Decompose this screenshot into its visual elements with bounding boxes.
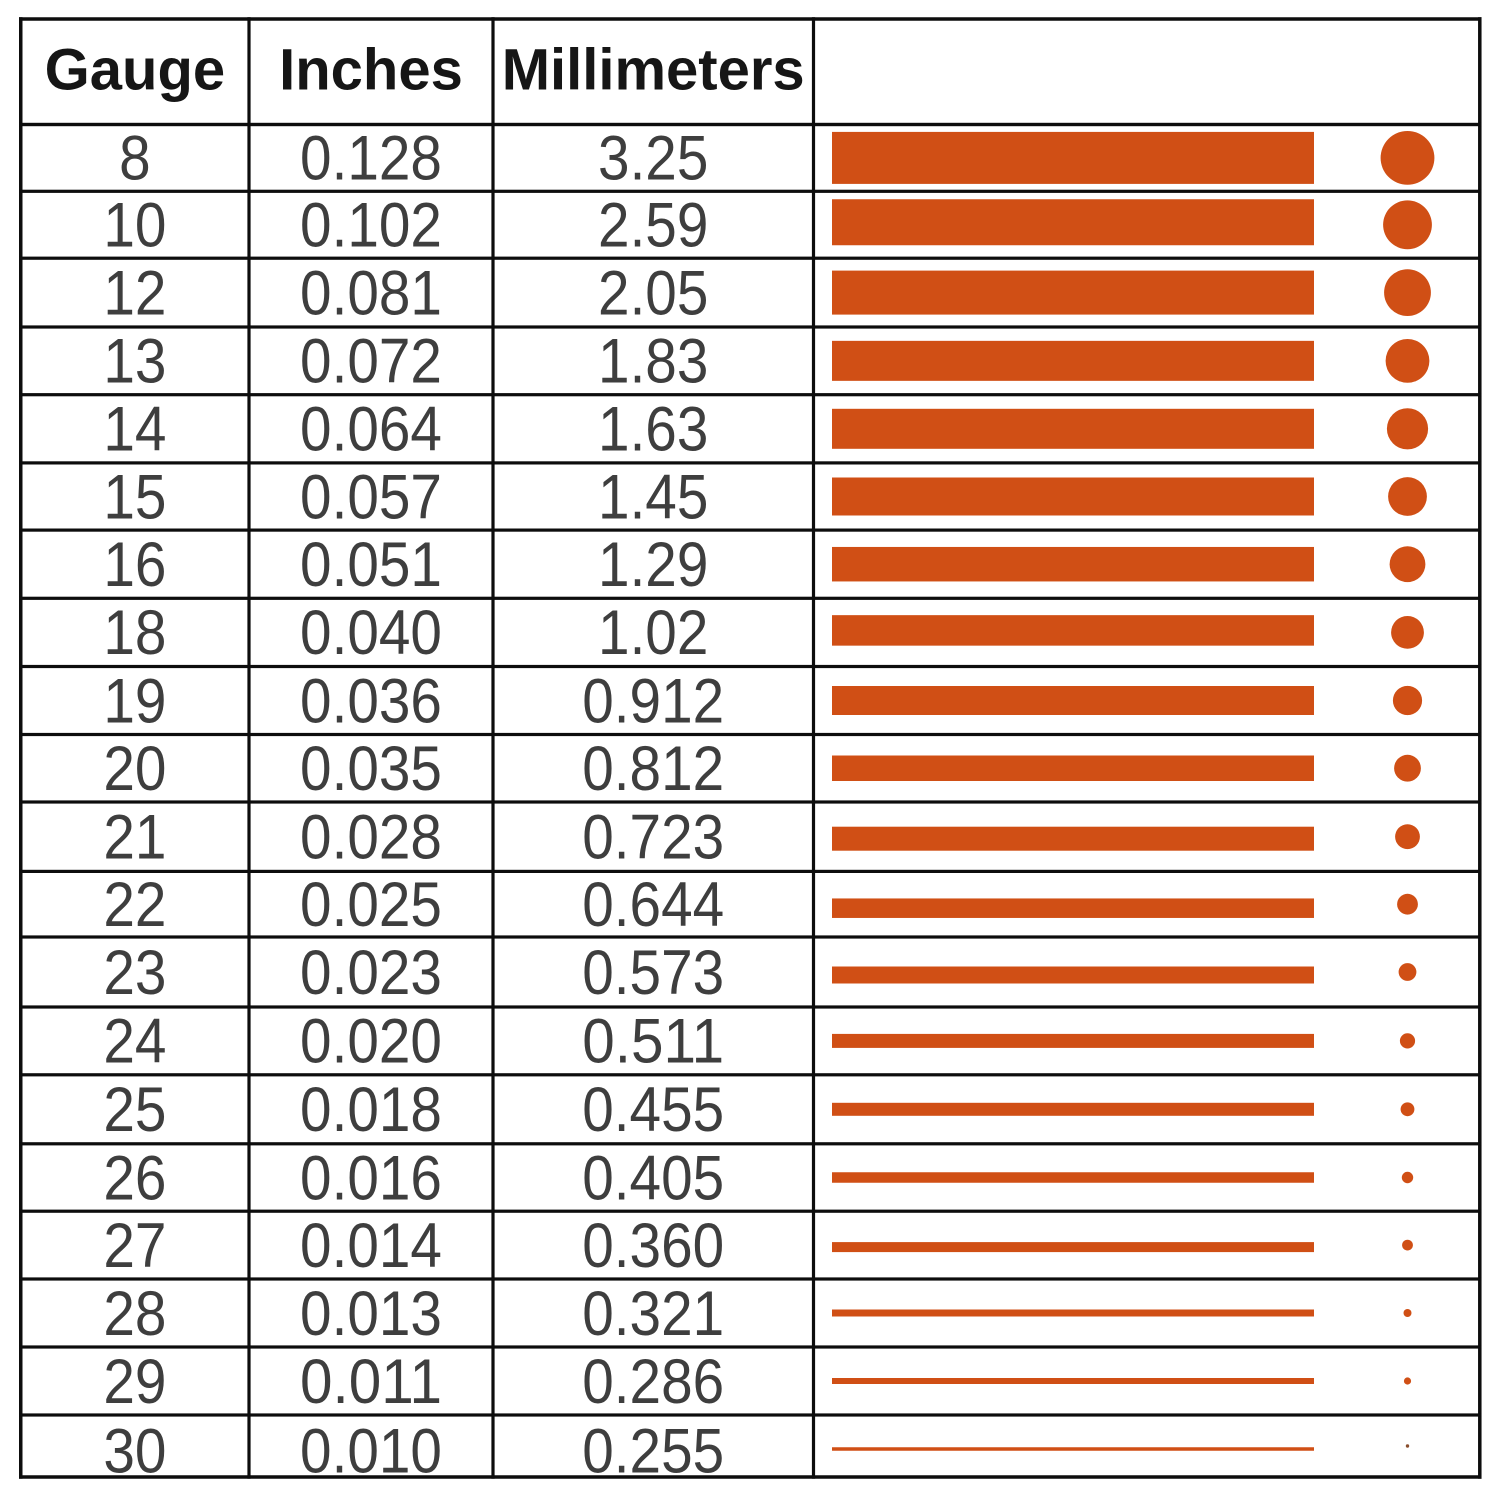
svg-text:0.014: 0.014 bbox=[300, 1211, 442, 1281]
svg-text:0.016: 0.016 bbox=[300, 1143, 442, 1213]
svg-text:25: 25 bbox=[103, 1075, 166, 1145]
svg-text:0.102: 0.102 bbox=[300, 191, 442, 261]
svg-text:0.072: 0.072 bbox=[300, 327, 442, 397]
svg-text:27: 27 bbox=[103, 1211, 166, 1281]
svg-text:1.83: 1.83 bbox=[598, 327, 708, 397]
svg-text:0.020: 0.020 bbox=[300, 1007, 442, 1077]
svg-text:0.011: 0.011 bbox=[300, 1347, 442, 1417]
svg-text:0.025: 0.025 bbox=[300, 870, 442, 940]
svg-text:16: 16 bbox=[103, 530, 166, 600]
svg-text:0.723: 0.723 bbox=[582, 803, 724, 873]
svg-text:2.05: 2.05 bbox=[598, 258, 708, 328]
svg-text:21: 21 bbox=[103, 803, 166, 873]
svg-text:1.63: 1.63 bbox=[598, 395, 708, 465]
svg-text:0.812: 0.812 bbox=[582, 734, 724, 804]
svg-text:10: 10 bbox=[103, 191, 166, 261]
svg-text:0.286: 0.286 bbox=[582, 1347, 724, 1417]
svg-text:1.02: 1.02 bbox=[598, 598, 708, 668]
svg-text:0.081: 0.081 bbox=[300, 258, 442, 328]
svg-text:0.051: 0.051 bbox=[300, 530, 442, 600]
svg-text:23: 23 bbox=[103, 938, 166, 1008]
svg-text:2.59: 2.59 bbox=[598, 191, 708, 261]
svg-text:Inches: Inches bbox=[279, 37, 463, 102]
svg-text:19: 19 bbox=[103, 666, 166, 736]
svg-text:22: 22 bbox=[103, 870, 166, 940]
svg-text:0.255: 0.255 bbox=[582, 1416, 724, 1486]
svg-text:0.013: 0.013 bbox=[300, 1279, 442, 1349]
svg-text:0.040: 0.040 bbox=[300, 598, 442, 668]
svg-text:0.644: 0.644 bbox=[582, 870, 724, 940]
svg-text:0.035: 0.035 bbox=[300, 734, 442, 804]
svg-text:0.912: 0.912 bbox=[582, 666, 724, 736]
svg-text:0.057: 0.057 bbox=[300, 462, 442, 532]
svg-text:0.028: 0.028 bbox=[300, 803, 442, 873]
svg-text:29: 29 bbox=[103, 1347, 166, 1417]
svg-text:0.573: 0.573 bbox=[582, 938, 724, 1008]
svg-text:3.25: 3.25 bbox=[598, 124, 708, 194]
svg-text:15: 15 bbox=[103, 462, 166, 532]
svg-text:0.128: 0.128 bbox=[300, 124, 442, 194]
svg-text:24: 24 bbox=[103, 1007, 166, 1077]
svg-text:0.511: 0.511 bbox=[582, 1007, 724, 1077]
svg-text:18: 18 bbox=[103, 598, 166, 668]
svg-text:20: 20 bbox=[103, 734, 166, 804]
svg-text:Millimeters: Millimeters bbox=[502, 37, 805, 102]
svg-text:13: 13 bbox=[103, 327, 166, 397]
svg-text:0.455: 0.455 bbox=[582, 1075, 724, 1145]
svg-text:0.064: 0.064 bbox=[300, 395, 442, 465]
svg-text:12: 12 bbox=[103, 258, 166, 328]
svg-text:8: 8 bbox=[119, 124, 151, 194]
svg-text:0.010: 0.010 bbox=[300, 1416, 442, 1486]
svg-text:0.360: 0.360 bbox=[582, 1211, 724, 1281]
svg-text:1.29: 1.29 bbox=[598, 530, 708, 600]
svg-text:14: 14 bbox=[103, 395, 166, 465]
svg-text:0.018: 0.018 bbox=[300, 1075, 442, 1145]
svg-text:0.321: 0.321 bbox=[582, 1279, 724, 1349]
svg-text:0.023: 0.023 bbox=[300, 938, 442, 1008]
svg-text:0.405: 0.405 bbox=[582, 1143, 724, 1213]
svg-text:1.45: 1.45 bbox=[598, 462, 708, 532]
svg-text:26: 26 bbox=[103, 1143, 166, 1213]
svg-text:0.036: 0.036 bbox=[300, 666, 442, 736]
svg-text:Gauge: Gauge bbox=[45, 37, 226, 102]
svg-text:30: 30 bbox=[103, 1416, 166, 1486]
svg-text:28: 28 bbox=[103, 1279, 166, 1349]
